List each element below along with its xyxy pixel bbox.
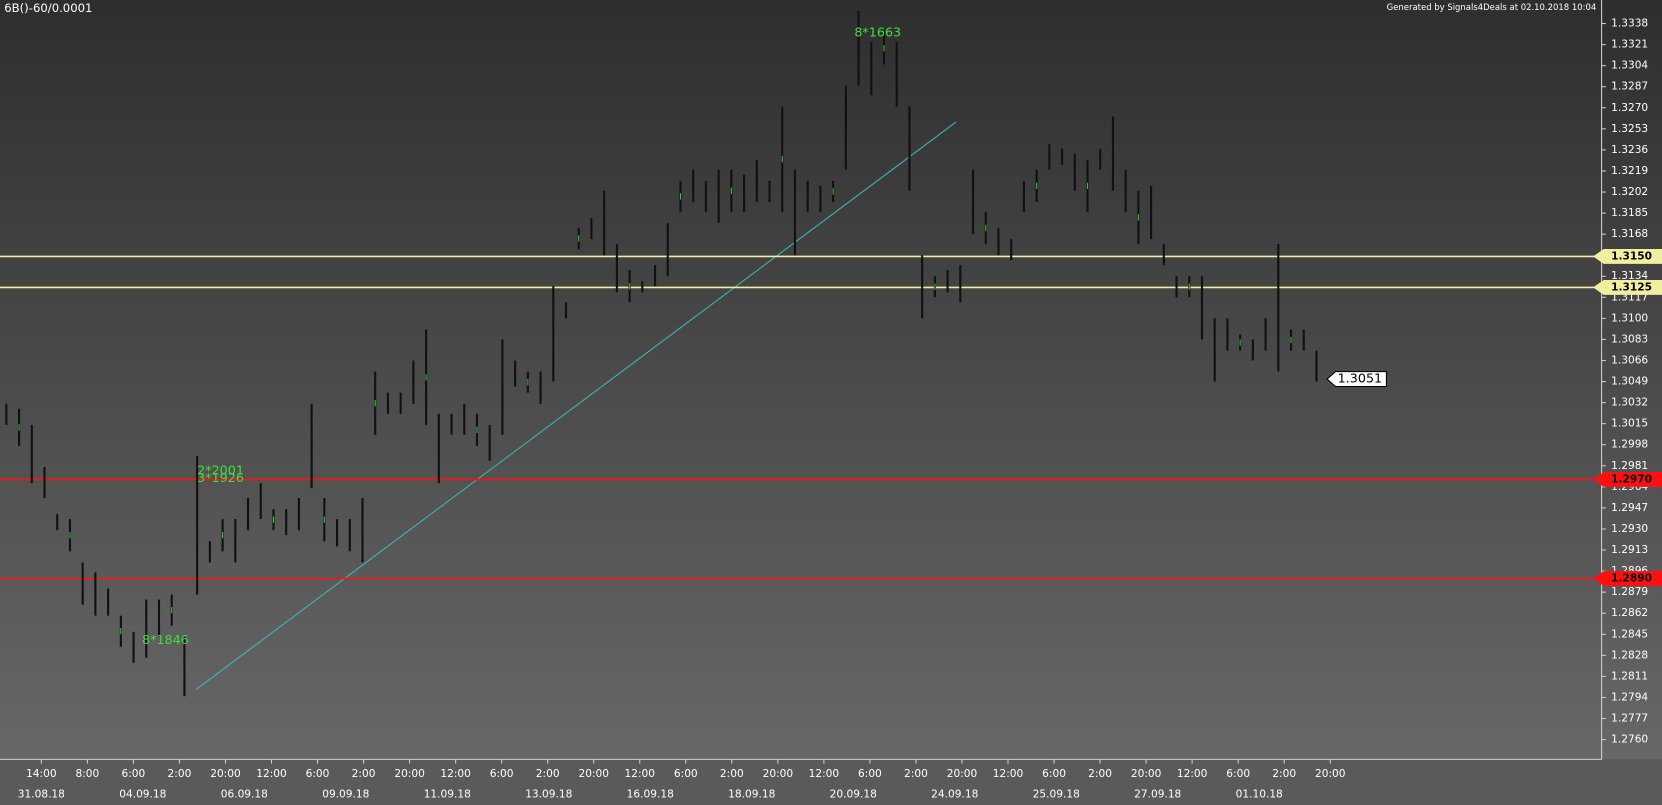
x-tick-label: 20:00 — [394, 768, 425, 780]
y-tick-label: 1.2828 — [1611, 649, 1648, 661]
x-tick-label: 20:00 — [763, 768, 794, 780]
time-axis-area — [0, 759, 1662, 805]
y-tick-label: 1.3270 — [1611, 102, 1648, 114]
y-tick-label: 1.3338 — [1611, 18, 1648, 30]
date-label: 09.09.18 — [322, 788, 369, 800]
signal-annotation: 8*1846 — [142, 632, 189, 647]
x-tick-label: 2:00 — [1272, 768, 1296, 780]
x-tick-label: 6:00 — [490, 768, 514, 780]
y-tick-label: 1.3049 — [1611, 376, 1648, 388]
x-tick-label: 12:00 — [624, 768, 655, 780]
x-tick-label: 12:00 — [256, 768, 287, 780]
x-tick-label: 12:00 — [440, 768, 471, 780]
y-tick-label: 1.3304 — [1611, 60, 1648, 72]
y-tick-label: 1.2777 — [1611, 713, 1648, 725]
x-tick-label: 2:00 — [904, 768, 928, 780]
x-tick-label: 6:00 — [1042, 768, 1066, 780]
y-tick-label: 1.2811 — [1611, 670, 1648, 682]
last-price-label: 1.3051 — [1338, 371, 1383, 386]
y-tick-label: 1.3287 — [1611, 81, 1648, 93]
x-tick-label: 2:00 — [1088, 768, 1112, 780]
x-tick-label: 6:00 — [674, 768, 698, 780]
y-tick-label: 1.3185 — [1611, 207, 1648, 219]
y-tick-label: 1.2913 — [1611, 544, 1648, 556]
date-label: 04.09.18 — [119, 788, 166, 800]
y-tick-label: 1.3134 — [1611, 270, 1648, 282]
date-label: 31.08.18 — [18, 788, 65, 800]
date-label: 13.09.18 — [525, 788, 572, 800]
level-tag — [1593, 471, 1662, 487]
y-tick-label: 1.3253 — [1611, 123, 1648, 135]
x-tick-label: 6:00 — [122, 768, 146, 780]
y-tick-label: 1.2845 — [1611, 628, 1648, 640]
y-tick-label: 1.3083 — [1611, 333, 1648, 345]
level-label: 1.3125 — [1611, 281, 1652, 293]
x-tick-label: 6:00 — [1226, 768, 1250, 780]
level-label: 1.3150 — [1611, 250, 1652, 262]
y-tick-label: 1.2862 — [1611, 607, 1648, 619]
y-tick-label: 1.3032 — [1611, 397, 1648, 409]
x-tick-label: 2:00 — [352, 768, 376, 780]
x-tick-label: 20:00 — [1131, 768, 1162, 780]
y-tick-label: 1.2981 — [1611, 460, 1648, 472]
date-label: 06.09.18 — [221, 788, 268, 800]
date-label: 20.09.18 — [830, 788, 877, 800]
date-label: 27.09.18 — [1134, 788, 1181, 800]
date-label: 25.09.18 — [1033, 788, 1080, 800]
y-tick-label: 1.2794 — [1611, 691, 1648, 703]
x-tick-label: 6:00 — [306, 768, 330, 780]
chart-subtitle: Generated by Signals4Deals at 02.10.2018… — [1387, 2, 1597, 12]
y-tick-label: 1.2998 — [1611, 439, 1648, 451]
x-tick-label: 8:00 — [75, 768, 99, 780]
date-label: 16.09.18 — [627, 788, 674, 800]
x-tick-label: 2:00 — [536, 768, 560, 780]
y-tick-label: 1.3066 — [1611, 354, 1648, 366]
level-tag — [1593, 571, 1662, 586]
last-price-tag — [1326, 371, 1387, 388]
x-tick-label: 20:00 — [1315, 768, 1346, 780]
x-tick-label: 14:00 — [26, 768, 57, 780]
level-tag — [1593, 279, 1662, 295]
signal-annotation: 2*2001 — [197, 462, 244, 477]
y-tick-label: 1.3168 — [1611, 228, 1648, 240]
signal-annotation: 8*1663 — [854, 24, 901, 39]
chart-title: 6B()-60/0.0001 — [4, 1, 92, 15]
signal-annotation: 3*1926 — [197, 470, 244, 485]
date-label: 18.09.18 — [728, 788, 775, 800]
y-tick-label: 1.3219 — [1611, 165, 1648, 177]
x-tick-label: 2:00 — [720, 768, 744, 780]
level-tag — [1593, 249, 1662, 264]
trend-line — [195, 121, 957, 690]
y-tick-label: 1.3321 — [1611, 39, 1648, 51]
x-tick-label: 12:00 — [1177, 768, 1208, 780]
y-tick-label: 1.3202 — [1611, 186, 1648, 198]
x-tick-label: 6:00 — [858, 768, 882, 780]
x-tick-label: 20:00 — [210, 768, 241, 780]
y-tick-label: 1.3015 — [1611, 418, 1648, 430]
date-label: 01.10.18 — [1236, 788, 1283, 800]
y-tick-label: 1.3236 — [1611, 144, 1648, 156]
y-tick-label: 1.2879 — [1611, 586, 1648, 598]
x-tick-label: 20:00 — [578, 768, 609, 780]
x-tick-label: 2:00 — [168, 768, 192, 780]
y-tick-label: 1.2947 — [1611, 502, 1648, 514]
y-tick-label: 1.3100 — [1611, 312, 1648, 324]
level-label: 1.2890 — [1611, 573, 1652, 585]
date-label: 24.09.18 — [931, 788, 978, 800]
x-tick-label: 20:00 — [947, 768, 978, 780]
x-tick-label: 12:00 — [993, 768, 1024, 780]
y-tick-label: 1.2930 — [1611, 523, 1648, 535]
date-label: 11.09.18 — [424, 788, 471, 800]
level-label: 1.2970 — [1611, 473, 1652, 485]
x-tick-label: 12:00 — [809, 768, 840, 780]
y-tick-label: 1.2760 — [1611, 734, 1648, 746]
